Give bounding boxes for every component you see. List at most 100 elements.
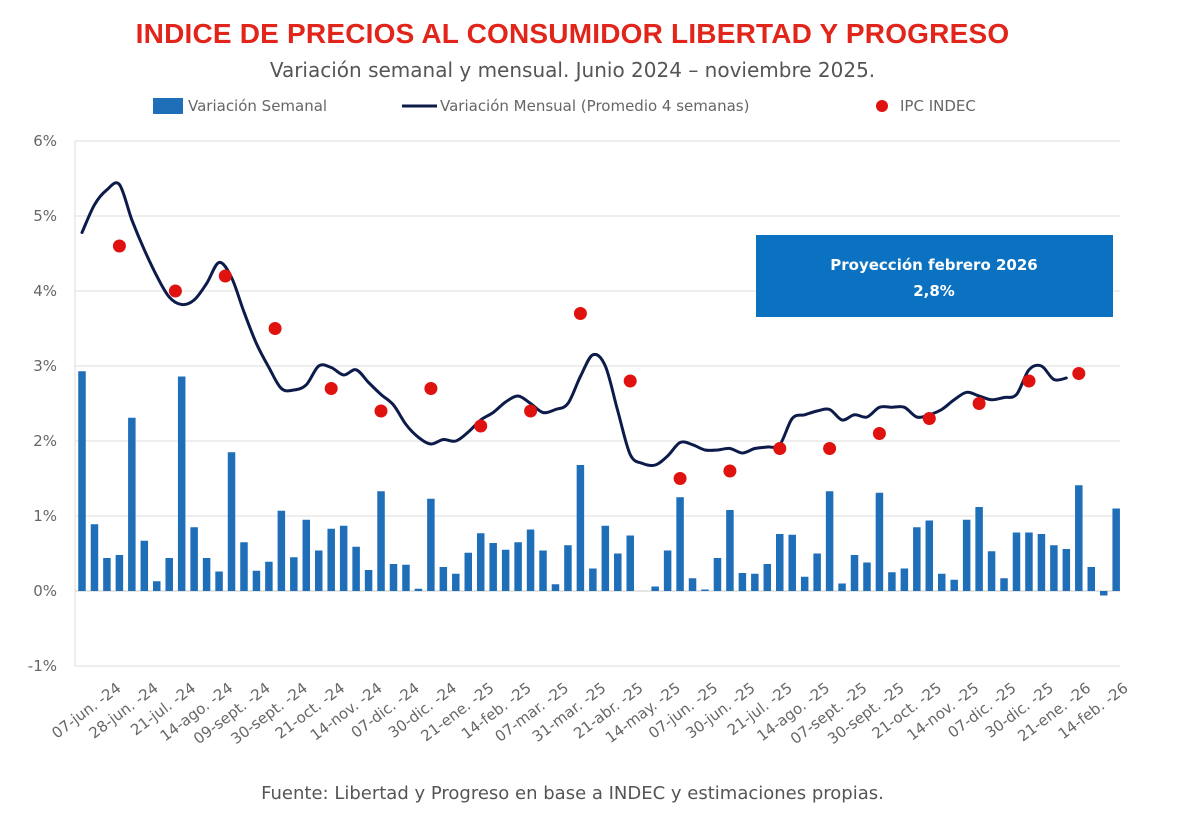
chart-subtitle: Variación semanal y mensual. Junio 2024 … (269, 58, 876, 82)
bar (601, 525, 610, 591)
bar (389, 564, 398, 591)
bar (1099, 591, 1108, 596)
ipc-dot (424, 382, 438, 395)
projection-box-bg (756, 235, 1113, 317)
ipc-dot (823, 442, 837, 455)
bar (153, 581, 161, 591)
ipc-dot (1072, 367, 1086, 380)
bar (788, 534, 796, 591)
bar (813, 553, 821, 591)
bar (1050, 545, 1058, 591)
ipc-dot (773, 442, 787, 455)
bar (800, 576, 809, 591)
y-tick-label: 1% (33, 507, 57, 525)
bar (215, 571, 223, 591)
projection-box: Proyección febrero 2026 2,8% (756, 235, 1113, 317)
bar (402, 564, 410, 591)
bar (290, 557, 298, 591)
y-tick-label: 3% (33, 357, 57, 375)
y-tick-label: -1% (28, 657, 57, 675)
y-tick-label: 0% (33, 582, 57, 600)
ipc-dot (573, 307, 587, 320)
bar (78, 371, 86, 591)
bar (713, 558, 722, 591)
bar (1062, 549, 1071, 591)
ipc-dot (168, 284, 182, 298)
chart-title: INDICE DE PRECIOS AL CONSUMIDOR LIBERTAD… (135, 18, 1010, 49)
bar (825, 491, 834, 591)
bar (751, 573, 759, 591)
bar (202, 558, 211, 591)
bar (576, 465, 585, 591)
bar (663, 550, 672, 591)
ipc-dot (324, 382, 338, 395)
legend-label-line: Variación Mensual (Promedio 4 semanas) (440, 97, 749, 115)
ipc-dot (474, 419, 488, 433)
bar (452, 573, 460, 591)
bar (950, 579, 958, 591)
ipc-dot (723, 464, 737, 478)
dots-series (112, 239, 1086, 485)
bar (776, 534, 784, 591)
bar (551, 584, 560, 591)
line-series (80, 181, 1068, 468)
bar (726, 510, 734, 591)
bar (589, 568, 597, 591)
bar (676, 497, 684, 591)
bar (651, 586, 659, 591)
y-tick-label: 4% (33, 282, 57, 300)
bar (427, 498, 435, 591)
bar (352, 546, 360, 591)
legend-label-dot: IPC INDEC (900, 97, 976, 115)
bar (838, 583, 846, 591)
bar (701, 589, 709, 591)
bar (265, 561, 273, 591)
bar (1012, 532, 1021, 591)
bar (539, 550, 547, 591)
legend-label-bar: Variación Semanal (188, 97, 327, 115)
bar (900, 568, 909, 591)
bar (1037, 534, 1046, 591)
bar (1000, 578, 1008, 591)
bar (489, 543, 497, 591)
projection-line2: 2,8% (913, 282, 955, 300)
bar (414, 588, 423, 591)
legend-swatch-dot (876, 100, 888, 112)
bar (464, 552, 473, 591)
bar (314, 550, 323, 591)
bar (165, 558, 173, 591)
bar (1112, 508, 1120, 591)
bar (937, 573, 946, 591)
bar (177, 376, 186, 591)
bar (140, 540, 149, 591)
bar (763, 564, 772, 591)
bar (128, 417, 136, 591)
bar (850, 555, 859, 591)
projection-line1: Proyección febrero 2026 (830, 256, 1037, 274)
y-tick-label: 6% (33, 132, 57, 150)
bar (90, 524, 99, 591)
bar (501, 549, 510, 591)
chart-source: Fuente: Libertad y Progreso en base a IN… (261, 783, 884, 804)
bar (1087, 567, 1096, 591)
bar (476, 533, 485, 591)
bar (526, 529, 535, 591)
bars-series (78, 371, 1120, 596)
bar (103, 558, 111, 591)
bar (115, 555, 124, 591)
ipc-dot (972, 397, 986, 410)
ipc-dot (623, 374, 637, 388)
bar (925, 520, 934, 591)
bar (227, 452, 236, 591)
bar (913, 527, 921, 591)
legend: Variación Semanal Variación Mensual (Pro… (153, 97, 976, 115)
ipc-dot (268, 322, 282, 335)
bar (339, 525, 348, 591)
bar (190, 527, 198, 591)
bar (863, 562, 871, 591)
bar (439, 567, 448, 591)
ipc-dot (1022, 374, 1036, 388)
y-tick-label: 2% (33, 432, 57, 450)
ipc-dot (524, 404, 538, 418)
